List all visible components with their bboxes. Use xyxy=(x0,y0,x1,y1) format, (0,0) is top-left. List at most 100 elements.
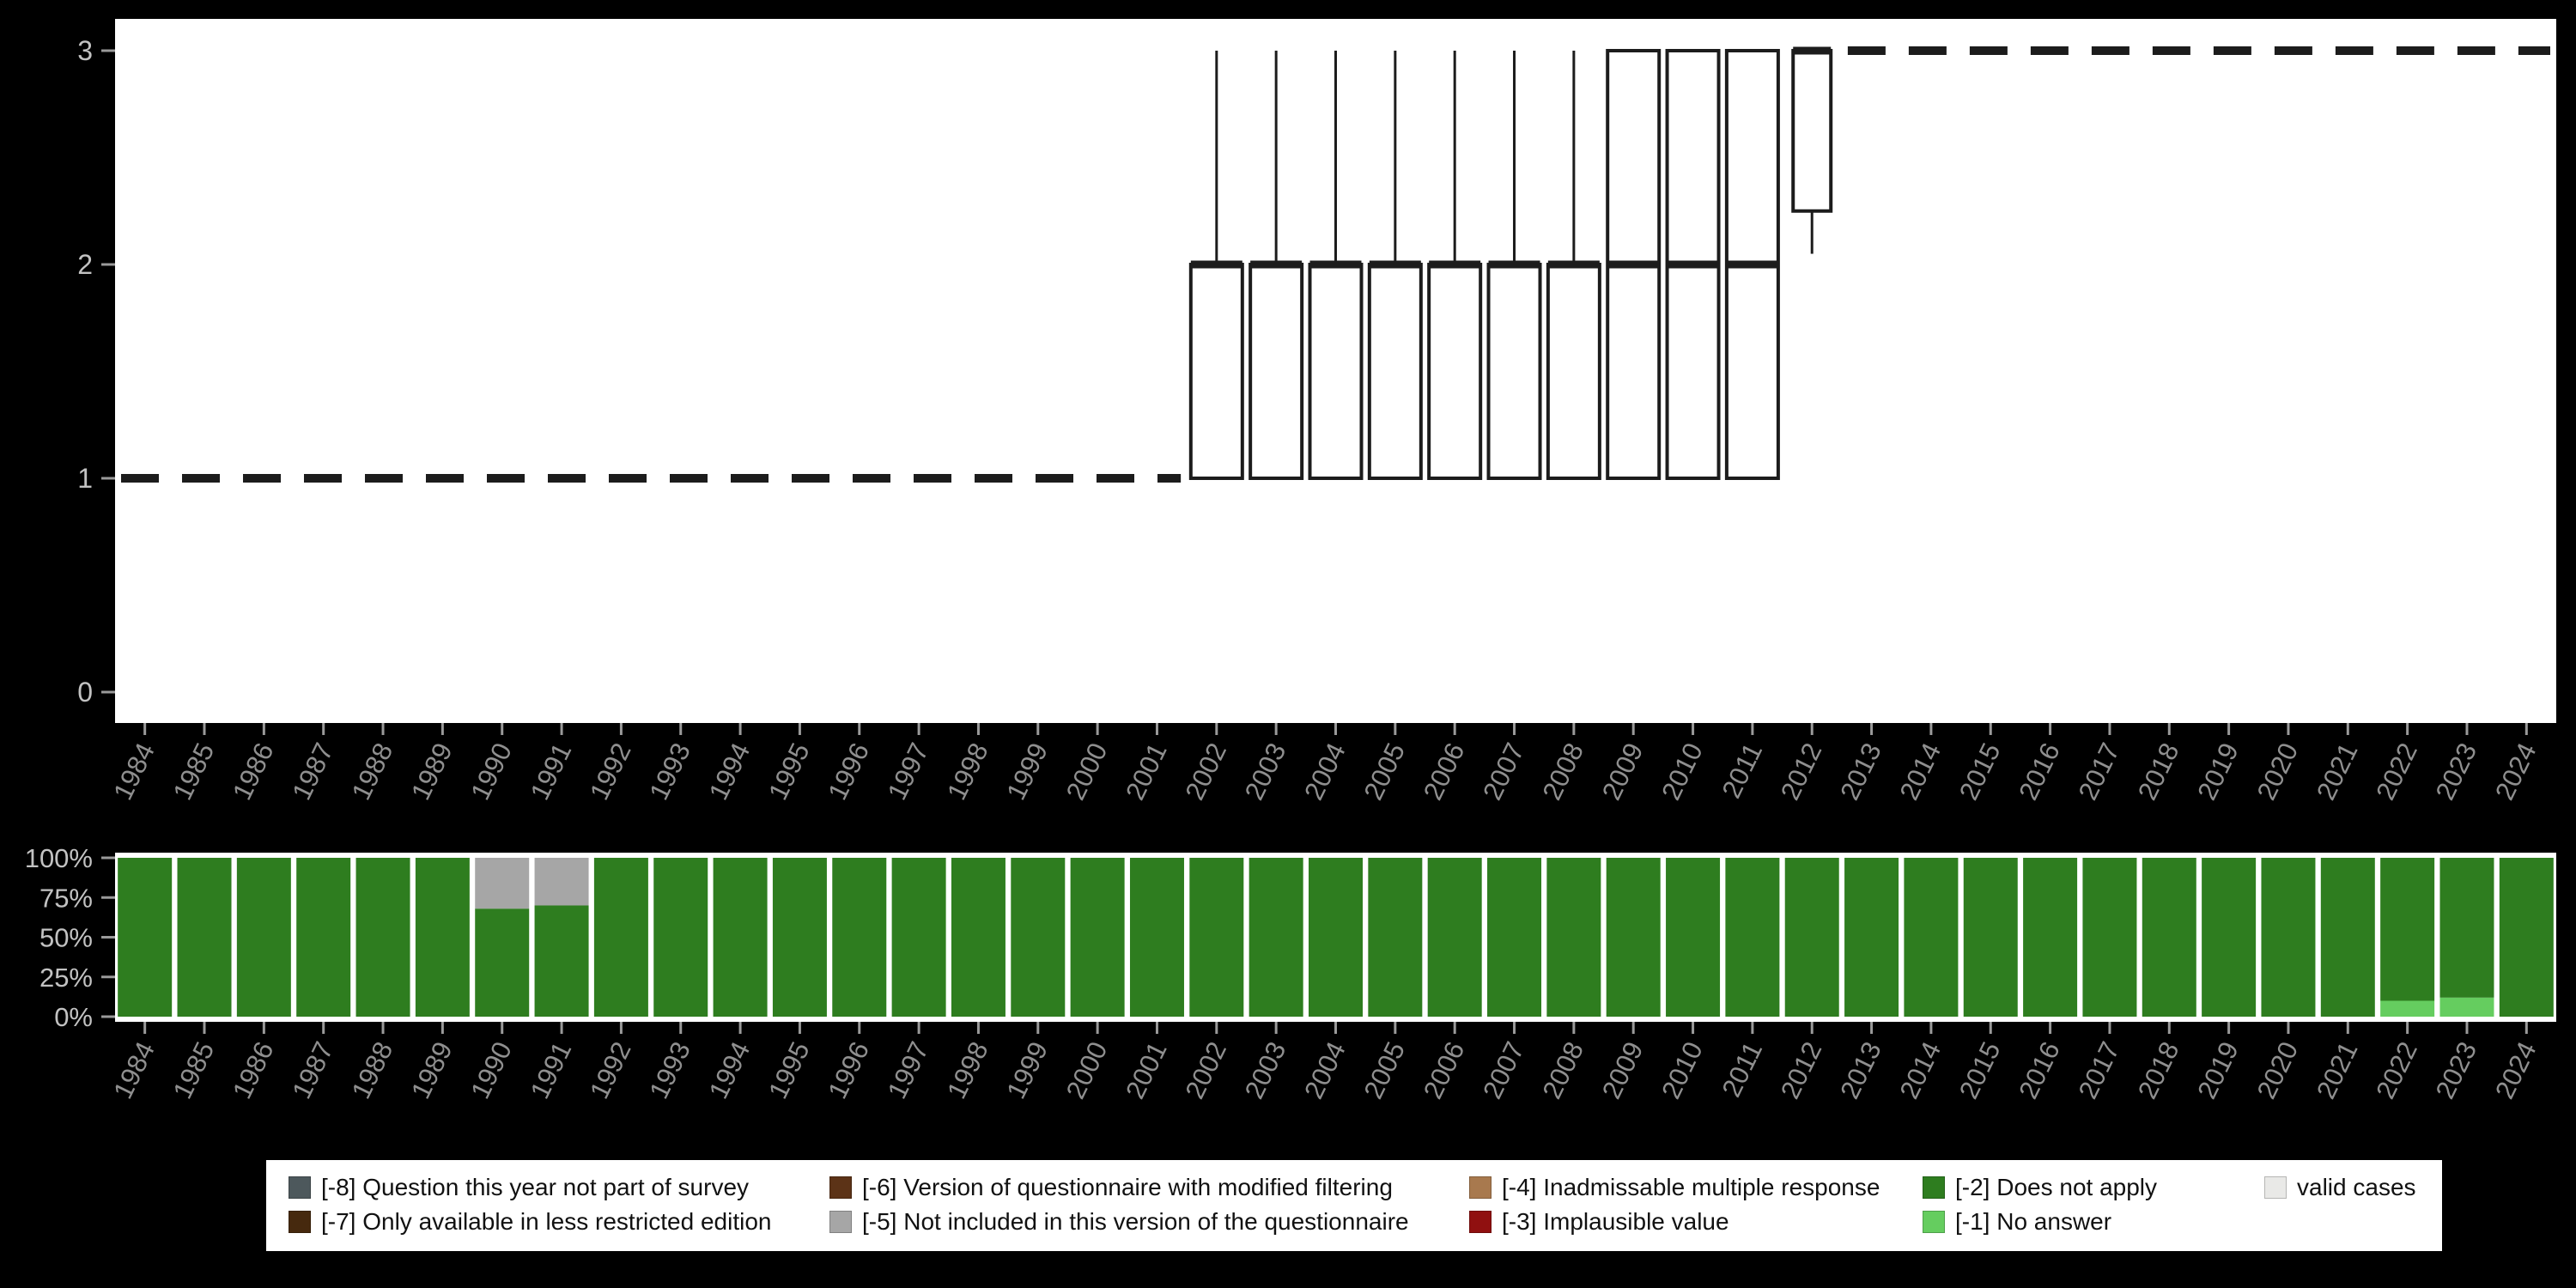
legend: [-8] Question this year not part of surv… xyxy=(266,1160,2442,1251)
x-tick-label-2014: 2014 xyxy=(1894,738,1947,805)
segment--5 xyxy=(475,858,530,909)
x-tick-label-2023: 2023 xyxy=(2430,738,2483,805)
legend-item--8: [-8] Question this year not part of surv… xyxy=(289,1176,829,1200)
x-tick-label-2019: 2019 xyxy=(2191,1037,2245,1103)
boxplot-2003 xyxy=(1249,51,1304,480)
segment--2 xyxy=(1129,858,1184,1017)
missing-bar-1997 xyxy=(891,858,946,1017)
missing-bar-2024 xyxy=(2499,858,2554,1017)
segment--2 xyxy=(2202,858,2257,1017)
x-tick-label-1995: 1995 xyxy=(762,738,816,805)
missing-bar-2020 xyxy=(2261,858,2316,1017)
boxplot-2007 xyxy=(1486,51,1542,480)
missing-bar-2022 xyxy=(2380,858,2435,1017)
segment--2 xyxy=(1666,858,1721,1017)
x-tick-label-1989: 1989 xyxy=(405,1037,459,1103)
x-tick-label-1997: 1997 xyxy=(882,1037,935,1103)
pct-tick-label: 25% xyxy=(39,963,93,993)
segment--2 xyxy=(1844,858,1899,1017)
x-tick-label-2013: 2013 xyxy=(1834,738,1887,805)
x-tick-label-2013: 2013 xyxy=(1834,1037,1887,1103)
missing-bar-2021 xyxy=(2320,858,2375,1017)
segment--2 xyxy=(475,908,530,1017)
x-tick-label-1988: 1988 xyxy=(346,738,399,805)
segment--2 xyxy=(1309,858,1363,1017)
x-tick-label-1987: 1987 xyxy=(286,738,339,805)
x-tick-label-2007: 2007 xyxy=(1477,1037,1530,1103)
missing-bar-2005 xyxy=(1368,858,1423,1017)
x-tick-label-1990: 1990 xyxy=(465,1037,518,1103)
segment--5 xyxy=(534,858,589,906)
segment--2 xyxy=(2439,858,2494,998)
missing-bar-1993 xyxy=(653,858,708,1017)
missing-bar-2012 xyxy=(1784,858,1839,1017)
x-tick-label-2005: 2005 xyxy=(1358,738,1411,805)
segment--2 xyxy=(1904,858,1959,1017)
missing-bar-1994 xyxy=(713,858,768,1017)
missing-bar-2019 xyxy=(2202,858,2257,1017)
x-tick-label-2021: 2021 xyxy=(2311,1037,2364,1103)
legend-item--2: [-2] Does not apply xyxy=(1923,1176,2264,1200)
segment--2 xyxy=(951,858,1005,1017)
x-tick-label-1990: 1990 xyxy=(465,738,518,805)
missing-bar-2006 xyxy=(1427,858,1482,1017)
x-tick-label-1992: 1992 xyxy=(584,1037,637,1103)
missing-bar-1986 xyxy=(236,858,291,1017)
segment--2 xyxy=(1427,858,1482,1017)
legend-label--1: [-1] No answer xyxy=(1955,1208,2112,1235)
segment--2 xyxy=(832,858,887,1017)
x-tick-label-2000: 2000 xyxy=(1060,1037,1114,1103)
legend-item--5: [-5] Not included in this version of the… xyxy=(829,1210,1469,1234)
pct-tick-label: 75% xyxy=(39,883,93,913)
x-tick-label-2000: 2000 xyxy=(1060,738,1114,805)
segment--2 xyxy=(653,858,708,1017)
x-tick-label-2002: 2002 xyxy=(1179,1037,1232,1103)
missing-bar-1988 xyxy=(355,858,410,1017)
segment--2 xyxy=(593,858,648,1017)
boxplot-2005 xyxy=(1367,51,1423,480)
missing-bar-1991 xyxy=(534,858,589,1017)
boxplot-2006 xyxy=(1427,51,1483,480)
x-tick-label-2004: 2004 xyxy=(1298,1037,1352,1103)
missing-bar-1995 xyxy=(772,858,827,1017)
x-tick-label-2008: 2008 xyxy=(1536,1037,1589,1103)
legend-swatch--7 xyxy=(289,1211,311,1233)
box xyxy=(1188,263,1244,480)
x-tick-label-2020: 2020 xyxy=(2251,738,2305,805)
segment--2 xyxy=(534,905,589,1017)
box xyxy=(1249,263,1304,480)
missing-bar-1998 xyxy=(951,858,1005,1017)
missing-bar-1985 xyxy=(177,858,232,1017)
y-tick-label: 2 xyxy=(77,249,93,280)
x-tick-label-1996: 1996 xyxy=(822,1037,875,1103)
missing-bar-1996 xyxy=(832,858,887,1017)
segment--2 xyxy=(1011,858,1066,1017)
legend-item--7: [-7] Only available in less restricted e… xyxy=(289,1210,829,1234)
missing-bar-2015 xyxy=(1963,858,2018,1017)
x-tick-label-2012: 2012 xyxy=(1775,738,1828,805)
legend-item--4: [-4] Inadmissable multiple response xyxy=(1469,1176,1923,1200)
segment--1 xyxy=(2439,997,2494,1017)
x-tick-label-2005: 2005 xyxy=(1358,1037,1411,1103)
segment--2 xyxy=(2023,858,2078,1017)
x-tick-label-1997: 1997 xyxy=(882,738,935,805)
segment--2 xyxy=(2320,858,2375,1017)
segment--2 xyxy=(236,858,291,1017)
legend-item-valid: valid cases xyxy=(2264,1176,2416,1200)
missing-bar-2002 xyxy=(1189,858,1244,1017)
x-tick-label-2024: 2024 xyxy=(2489,738,2543,805)
x-tick-label-1993: 1993 xyxy=(643,1037,696,1103)
missing-bar-1992 xyxy=(593,858,648,1017)
segment--2 xyxy=(1368,858,1423,1017)
missing-bar-2001 xyxy=(1129,858,1184,1017)
x-tick-label-2009: 2009 xyxy=(1596,1037,1649,1103)
x-tick-label-1992: 1992 xyxy=(584,738,637,805)
segment--2 xyxy=(1963,858,2018,1017)
x-tick-label-1985: 1985 xyxy=(167,1037,221,1103)
x-tick-label-2002: 2002 xyxy=(1179,738,1232,805)
pct-tick-label: 0% xyxy=(54,1002,93,1032)
x-tick-label-1999: 1999 xyxy=(1000,1037,1054,1103)
boxplot-2009 xyxy=(1606,49,1662,480)
x-tick-label-2021: 2021 xyxy=(2311,738,2364,805)
legend-label--6: [-6] Version of questionnaire with modif… xyxy=(862,1174,1393,1200)
